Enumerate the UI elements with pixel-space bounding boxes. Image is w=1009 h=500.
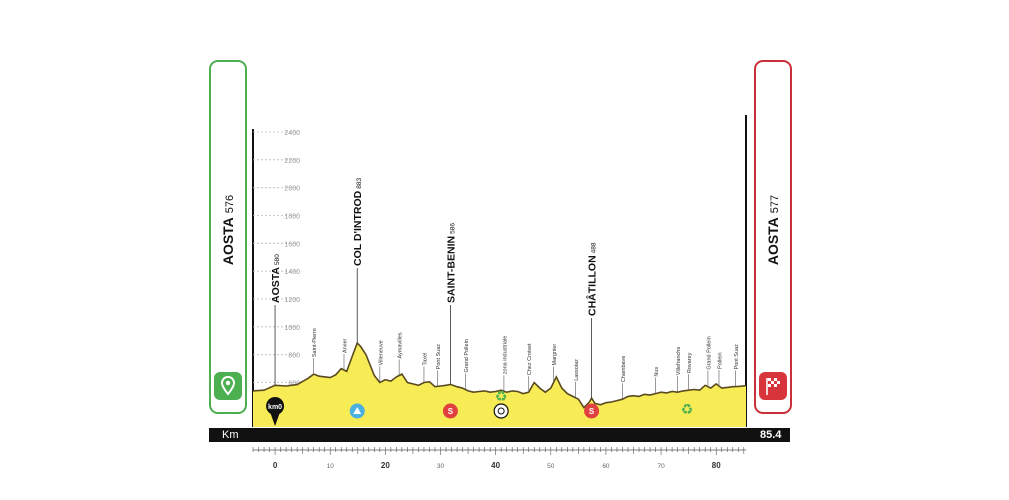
waypoint-name: CHÂTILLON bbox=[586, 255, 599, 316]
waypoint-label-major: SAINT-BENIN 586 bbox=[445, 223, 457, 303]
x-tick-label: 60 bbox=[602, 463, 610, 470]
waypoint-altitude: 580 bbox=[274, 254, 281, 265]
waypoint-label-minor: Grand Pollein bbox=[706, 336, 712, 369]
waypoint-label-minor: Villefranche bbox=[676, 347, 682, 376]
x-tick-label: 50 bbox=[547, 463, 555, 470]
sprint-s-icon bbox=[442, 403, 458, 419]
km0-label: km0 bbox=[268, 404, 282, 411]
waypoint-label-minor: Margnier bbox=[552, 344, 558, 366]
waypoint-label-minor: Aymavilles bbox=[398, 332, 404, 358]
km0-pin-tail bbox=[270, 412, 281, 426]
x-tick-label: 30 bbox=[437, 463, 445, 470]
sprint-s-glyph: S bbox=[448, 407, 454, 416]
waypoint-label-minor: Taxel bbox=[422, 353, 428, 366]
km-bar-label: Km bbox=[222, 429, 239, 441]
sprint-s-glyph: S bbox=[589, 407, 595, 416]
x-tick-label: 40 bbox=[491, 461, 500, 470]
waypoint-name: COL D'INTROD bbox=[352, 190, 364, 266]
waypoint-label-major: AOSTA 580 bbox=[270, 254, 282, 303]
waypoint-label-minor: Pont Suaz bbox=[436, 344, 442, 370]
waypoint-label-minor: Nus bbox=[654, 367, 660, 377]
x-tick-label: 0 bbox=[273, 461, 278, 470]
waypoint-label-minor: zona industriale bbox=[502, 336, 508, 375]
y-tick-label: 1600 bbox=[284, 241, 300, 248]
waypoint-name: AOSTA bbox=[270, 267, 282, 303]
y-tick-label: 2200 bbox=[284, 158, 300, 165]
y-tick-label: 2000 bbox=[284, 186, 300, 193]
waypoint-label-minor: Arvier bbox=[342, 338, 348, 353]
checkered-flag-icon bbox=[759, 372, 787, 400]
waypoint-label-minor: Pont Suaz bbox=[734, 344, 740, 370]
recycle-icon: ♻ bbox=[681, 402, 694, 418]
recycle-icon: ♻ bbox=[495, 389, 508, 405]
waypoint-label-minor: Saint-Pierre bbox=[312, 328, 318, 357]
finish-city-box: AOSTA577 bbox=[754, 60, 792, 414]
mountain-triangle-glyph bbox=[353, 407, 362, 414]
waypoint-altitude: 488 bbox=[591, 242, 598, 253]
waypoint-label-major: CHÂTILLON 488 bbox=[586, 242, 599, 316]
km-bar bbox=[209, 428, 790, 442]
map-pin-icon bbox=[214, 372, 242, 400]
y-tick-label: 1000 bbox=[284, 325, 300, 332]
waypoint-altitude: 586 bbox=[449, 223, 456, 234]
waypoint-label-minor: Rovarey bbox=[687, 352, 693, 373]
y-tick-label: 600 bbox=[288, 381, 300, 388]
waypoint-altitude: 883 bbox=[356, 178, 363, 189]
waypoint-label-minor: Lassolaz bbox=[574, 359, 580, 381]
km-bar-total: 85.4 bbox=[760, 429, 782, 441]
feed-zone-glyph bbox=[497, 407, 505, 415]
waypoint-name: SAINT-BENIN bbox=[445, 236, 457, 303]
start-city-box: AOSTA576 bbox=[209, 60, 247, 414]
y-tick-label: 1800 bbox=[284, 214, 300, 221]
x-tick-label: 10 bbox=[327, 463, 335, 470]
waypoint-label-major: COL D'INTROD883 bbox=[352, 178, 364, 266]
waypoint-label-minor: Villeneuve bbox=[378, 340, 384, 365]
y-tick-label: 800 bbox=[288, 353, 300, 360]
y-tick-label: 2400 bbox=[284, 130, 300, 137]
waypoint-label-minor: Chez Croiset bbox=[527, 343, 533, 375]
x-tick-label: 20 bbox=[381, 461, 390, 470]
feed-zone-icon bbox=[493, 403, 509, 419]
y-tick-label: 1200 bbox=[284, 297, 300, 304]
profile-area bbox=[253, 343, 746, 427]
profile-line bbox=[252, 341, 747, 409]
waypoint-label-minor: Pollein bbox=[717, 352, 723, 369]
waypoint-label-minor: Chambave bbox=[621, 356, 627, 383]
waypoint-label-minor: Grand Pollein bbox=[464, 339, 470, 372]
km0-pin-icon bbox=[266, 397, 285, 415]
sprint-s-icon bbox=[584, 403, 600, 419]
x-tick-label: 80 bbox=[712, 461, 721, 470]
y-tick-label: 1400 bbox=[284, 269, 300, 276]
x-tick-label: 70 bbox=[657, 463, 665, 470]
